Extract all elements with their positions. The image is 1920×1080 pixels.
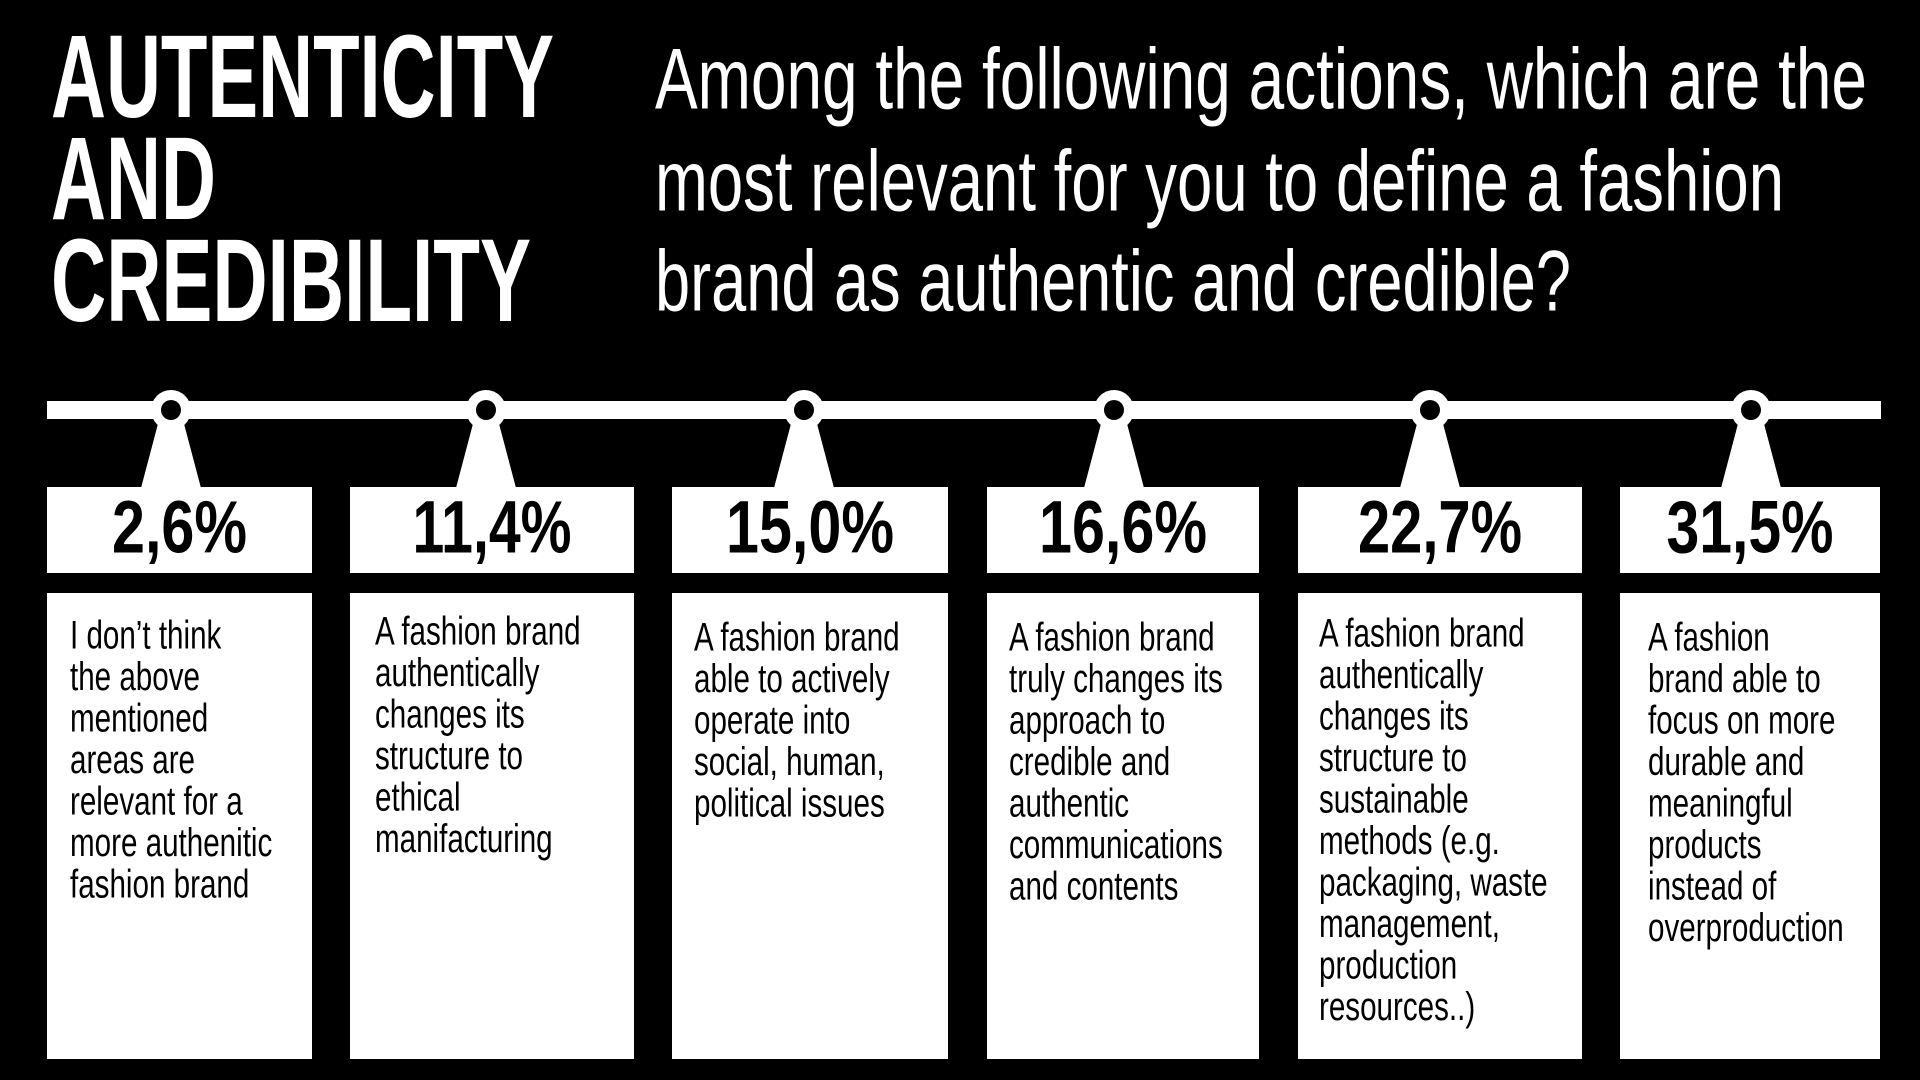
pointer [1721,420,1781,488]
description-line: authentically [375,651,540,695]
description-line: packaging, waste [1319,860,1548,904]
percent: 15,0% [726,486,894,569]
percent-box [672,487,948,573]
description-line: products [1648,823,1761,867]
description-line: operate into [694,698,850,742]
description-box [1298,593,1582,1059]
description-line: meaningful [1648,781,1793,825]
description-line: credible and [1009,740,1170,784]
description-line: more authenitic [70,821,272,865]
marker-hole [1104,400,1124,420]
description-box [350,593,634,1059]
percent: 31,5% [1667,486,1834,569]
percent-box [1620,487,1880,573]
description-box [47,593,312,1059]
description-line: fashion brand [70,862,249,906]
description-line: brand able to [1648,657,1821,701]
marker-hole [161,400,181,420]
title-line: AUTENTICITY [51,11,554,143]
description-line: the above [70,655,200,699]
description-line: ethical [375,775,461,819]
description-line: A fashion brand [1319,611,1525,655]
description-line: overproduction [1648,906,1844,950]
pointer [456,420,516,488]
description-line: structure to [1319,736,1467,780]
description-line: truly changes its [1009,657,1223,701]
description-line: and contents [1009,864,1178,908]
description-line: sustainable [1319,777,1469,821]
question-line: Among the following actions, which are t… [655,32,1867,128]
percent-box [47,487,312,573]
description-line: authentic [1009,781,1129,825]
percent: 16,6% [1039,486,1207,569]
description-line: changes its [1319,694,1469,738]
description-line: mentioned [70,696,208,740]
description-line: resources..) [1319,985,1475,1029]
percent: 22,7% [1358,486,1522,569]
timeline [47,401,1881,419]
pointer [1084,420,1144,488]
description-line: management, [1319,902,1500,946]
title-line: CREDIBILITY [51,215,531,347]
description-line: A fashion [1648,615,1770,659]
percent: 2,6% [112,486,247,569]
question-line: most relevant for you to define a fashio… [655,134,1784,230]
marker-hole [794,400,814,420]
description-line: authentically [1319,653,1484,697]
description-line: A fashion brand [694,615,900,659]
description-line: structure to [375,734,523,778]
description-line: durable and [1648,740,1804,784]
description-line: production [1319,943,1457,987]
description-line: instead of [1648,864,1776,908]
percent-box [350,487,634,573]
description-line: I don’t think [70,613,222,657]
description-line: relevant for a [70,779,243,823]
percent-box [1298,487,1582,573]
marker-hole [1741,400,1761,420]
pointer [1400,420,1460,488]
description-line: areas are [70,738,195,782]
description-box [672,593,948,1059]
description-line: communications [1009,823,1223,867]
pointer [774,420,834,488]
percent-box [987,487,1259,573]
description-line: focus on more [1648,698,1835,742]
description-line: approach to [1009,698,1165,742]
description-line: manifacturing [375,817,553,861]
description-box [1620,593,1880,1059]
description-line: methods (e.g. [1319,819,1500,863]
description-box [987,593,1259,1059]
description-line: A fashion brand [375,609,581,653]
description-line: able to actively [694,657,890,701]
percent: 11,4% [413,486,572,569]
marker-hole [1420,400,1440,420]
description-line: A fashion brand [1009,615,1215,659]
marker-hole [476,400,496,420]
description-line: changes its [375,692,525,736]
description-line: social, human, [694,740,885,784]
pointer [141,420,201,488]
title-line: AND [51,113,216,245]
description-line: political issues [694,781,885,825]
question-line: brand as authentic and credible? [655,234,1571,330]
